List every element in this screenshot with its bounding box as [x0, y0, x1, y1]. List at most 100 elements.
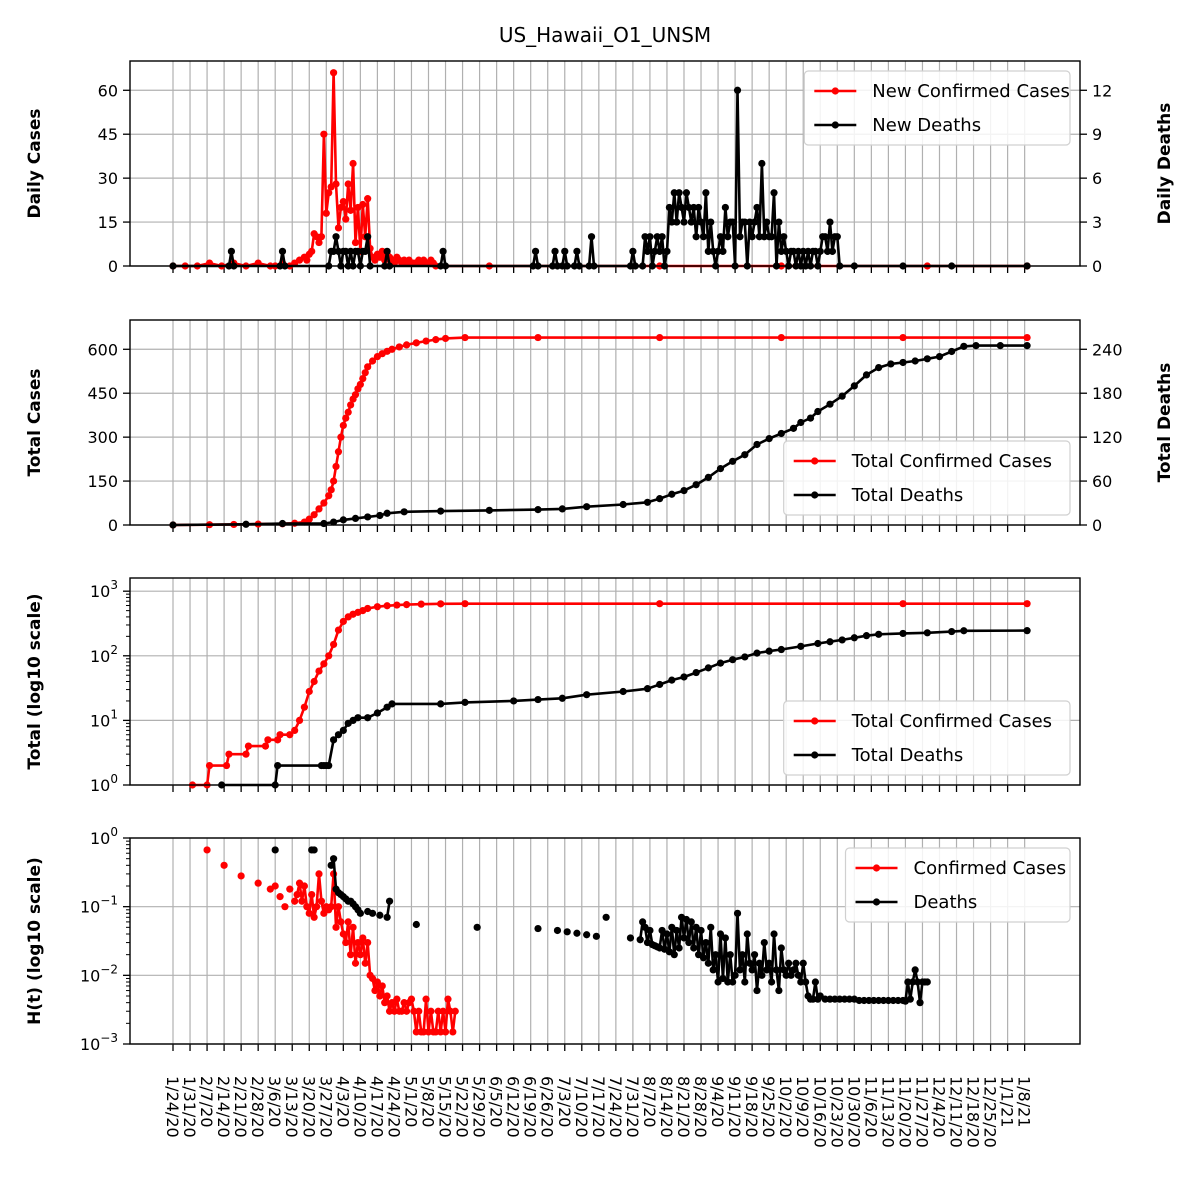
legend-label: Total Deaths — [851, 485, 964, 506]
data-point — [741, 653, 749, 661]
legend: New Confirmed Cases New Deaths — [803, 70, 1071, 146]
data-point — [383, 247, 391, 255]
legend-label: Confirmed Cases — [914, 858, 1067, 879]
data-point — [960, 627, 968, 635]
data-point — [332, 462, 340, 471]
data-point — [765, 959, 773, 967]
data-point — [553, 926, 562, 935]
data-point — [432, 336, 440, 344]
data-point — [826, 400, 834, 408]
data-point — [388, 700, 396, 708]
data-point — [702, 189, 710, 197]
data-point — [534, 506, 542, 514]
data-point — [643, 247, 652, 255]
legend: Confirmed Cases Deaths — [844, 847, 1071, 923]
data-point — [748, 966, 756, 974]
data-point — [351, 238, 360, 247]
data-point — [656, 247, 664, 255]
data-point — [850, 634, 858, 642]
data-point — [733, 909, 742, 917]
data-point — [305, 515, 313, 523]
data-point — [351, 959, 360, 967]
y-tick-label: 103 — [90, 578, 118, 601]
data-point — [276, 731, 284, 739]
data-point — [254, 879, 262, 887]
data-point — [439, 247, 447, 255]
data-point — [777, 429, 785, 438]
x-tick-label: 3/13/20 — [282, 1076, 301, 1138]
data-point — [665, 203, 673, 212]
data-point — [729, 218, 737, 226]
data-point — [485, 506, 493, 514]
data-point — [339, 726, 347, 735]
data-point — [378, 982, 386, 990]
data-point — [356, 951, 364, 959]
legend-label: Deaths — [914, 892, 978, 913]
x-tick-label: 11/6/20 — [861, 1076, 880, 1138]
data-point — [658, 233, 666, 241]
data-point — [437, 507, 445, 515]
y-tick-label: 100 — [90, 825, 118, 848]
axes-frame — [129, 577, 1081, 786]
data-point — [765, 647, 773, 655]
data-point — [724, 233, 732, 241]
data-point — [935, 353, 944, 361]
data-point — [797, 642, 805, 650]
data-point — [364, 714, 372, 722]
x-tick-label: 1/31/20 — [180, 1076, 199, 1138]
y-tick-label: 150 — [87, 472, 118, 491]
y2-tick-label: 12 — [1092, 81, 1112, 100]
legend-swatch-marker — [811, 491, 819, 499]
data-point — [960, 342, 968, 350]
x-tick-label: 3/6/20 — [265, 1076, 284, 1128]
x-tick-label: 10/16/20 — [810, 1076, 829, 1148]
y2-tick-label: 0 — [1092, 516, 1102, 535]
data-point — [685, 938, 693, 947]
data-point — [558, 505, 566, 513]
data-point — [344, 918, 352, 926]
data-point — [376, 992, 384, 1000]
data-point — [303, 903, 311, 911]
data-point — [875, 630, 883, 638]
y2-tick-label: 180 — [1092, 384, 1123, 403]
x-tick-label: 6/19/20 — [521, 1076, 540, 1138]
x-tick-label: 9/11/20 — [725, 1076, 744, 1138]
data-point — [811, 978, 819, 986]
figure-title: US_Hawaii_O1_UNSM — [499, 23, 711, 47]
data-point — [361, 247, 369, 255]
y-tick-label: 101 — [90, 707, 118, 730]
data-point — [733, 86, 742, 94]
data-point — [461, 600, 469, 608]
data-point — [315, 505, 323, 513]
data-point — [383, 602, 391, 610]
data-point — [531, 247, 540, 255]
data-point — [441, 1028, 450, 1036]
data-point — [315, 238, 323, 247]
data-point — [364, 233, 372, 241]
y-axis-title: H(t) (log10 scale) — [25, 857, 45, 1025]
data-point — [719, 247, 727, 255]
data-point — [814, 639, 822, 648]
data-point — [699, 954, 708, 962]
y-tick-label: 60 — [98, 81, 118, 100]
data-point — [802, 978, 810, 986]
data-point — [670, 951, 678, 959]
data-point — [317, 897, 326, 905]
data-point — [680, 934, 688, 942]
data-point — [534, 333, 542, 342]
data-point — [356, 380, 364, 389]
data-point — [763, 218, 771, 226]
data-point — [305, 909, 313, 917]
data-point — [741, 978, 749, 986]
legend-box — [783, 440, 1071, 516]
data-point — [359, 374, 367, 383]
x-tick-label: 7/10/20 — [572, 1076, 591, 1138]
series-segment — [366, 942, 372, 976]
data-point — [310, 846, 318, 854]
data-point — [325, 761, 333, 770]
x-tick-label: 4/10/20 — [350, 1076, 369, 1138]
data-point — [347, 206, 355, 214]
data-point — [716, 659, 725, 667]
data-point — [736, 233, 744, 241]
